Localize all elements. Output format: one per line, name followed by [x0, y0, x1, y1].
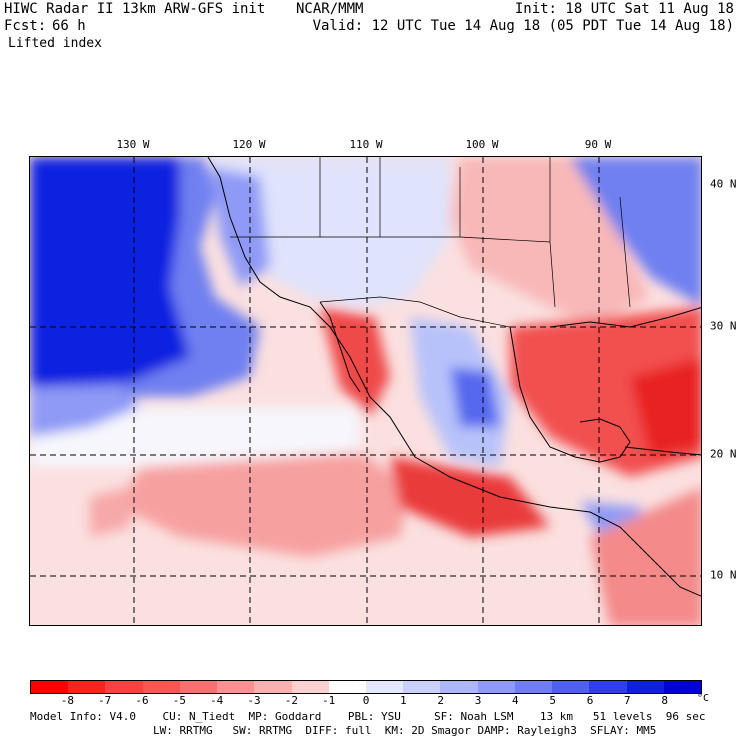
lon-label-130w: 130 W	[116, 138, 150, 151]
colorbar-tick-label: 3	[474, 694, 482, 707]
colorbar	[30, 680, 702, 694]
colorbar-tick-label: -7	[98, 694, 112, 707]
lat-label-10n: 10 N	[710, 568, 737, 582]
colorbar-segment	[31, 681, 69, 693]
colorbar-tick-label: -3	[247, 694, 261, 707]
colorbar-segment	[105, 681, 143, 693]
model-info-line2: LW: RRTMG SW: RRTMG DIFF: full KM: 2D Sm…	[153, 724, 657, 737]
colorbar-segment	[626, 681, 664, 693]
colorbar-segment	[68, 681, 106, 693]
colorbar-tick-label: -5	[172, 694, 186, 707]
forecast-hour: 66 h	[52, 18, 86, 34]
lon-label-120w: 120 W	[232, 138, 266, 151]
colorbar-tick-label: 5	[549, 694, 556, 707]
colorbar-segment	[403, 681, 441, 693]
coastlines	[207, 157, 701, 597]
colorbar-segment	[477, 681, 515, 693]
valid-time: Valid: 12 UTC Tue 14 Aug 18 (05 PDT Tue …	[312, 18, 734, 34]
colorbar-tick-label: 6	[586, 694, 594, 707]
field-shading	[30, 157, 701, 625]
colorbar-tick-label: -6	[135, 694, 149, 707]
colorbar-segment	[254, 681, 292, 693]
colorbar-tick-label: 0	[362, 694, 370, 707]
lon-label-100w: 100 W	[465, 138, 499, 151]
lon-label-110w: 110 W	[349, 138, 383, 151]
colorbar-tick-label: 4	[512, 694, 519, 707]
colorbar-tick-label: -4	[210, 694, 224, 707]
colorbar-tick-label: 7	[624, 694, 631, 707]
colorbar-segment	[589, 681, 627, 693]
lat-label-30n: 30 N	[710, 319, 737, 333]
colorbar-segment	[514, 681, 553, 693]
lifted-index-map	[30, 157, 701, 625]
forecast-label: Fcst:	[4, 18, 47, 34]
lon-label-90w: 90 W	[584, 138, 612, 151]
colorbar-segment	[552, 681, 590, 693]
colorbar-segment	[365, 681, 404, 693]
political-boundaries	[230, 157, 631, 328]
colorbar-segment	[328, 681, 366, 693]
colorbar-tick-label: -8	[60, 694, 74, 707]
lat-label-20n: 20 N	[710, 447, 737, 461]
colorbar-segment	[179, 681, 218, 693]
colorbar-tick-label: 2	[437, 694, 444, 707]
colorbar-tick-label: 1	[400, 694, 407, 707]
colorbar-tick-label: 8	[661, 694, 668, 707]
colorbar-segment	[291, 681, 329, 693]
colorbar-tick-label: -1	[322, 694, 336, 707]
colorbar-tick-label: -2	[284, 694, 298, 707]
chart-title: HIWC Radar II 13km ARW-GFS init	[4, 1, 266, 17]
field-name: Lifted index	[8, 36, 102, 51]
lat-label-40n: 40 N	[710, 177, 737, 191]
institution-label: NCAR/MMM	[296, 1, 364, 17]
graticule	[30, 157, 701, 625]
init-time: Init: 18 UTC Sat 11 Aug 18	[514, 1, 734, 17]
colorbar-segment	[440, 681, 478, 693]
map-panel	[29, 156, 702, 626]
colorbar-segment	[217, 681, 255, 693]
model-info-line1: Model Info: V4.0 CU: N_Tiedt MP: Goddard…	[30, 710, 706, 723]
colorbar-segment	[663, 681, 701, 693]
colorbar-unit: °C	[697, 693, 710, 704]
colorbar-segment	[142, 681, 180, 693]
